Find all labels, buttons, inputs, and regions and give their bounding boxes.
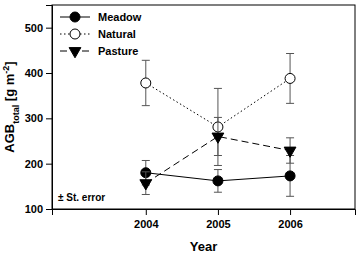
chart: 2004 2005 2006 100 200 300 400 500 Meadow Natural… <box>0 0 361 261</box>
y-title-sub: total <box>11 105 21 124</box>
y-tick-label: 100 <box>25 203 43 215</box>
legend-label: Meadow <box>98 11 142 23</box>
x-tick-label: 2004 <box>134 218 159 230</box>
annotation: ± St. error <box>58 192 105 203</box>
x-tick-mark <box>290 209 291 215</box>
y-tick: 200 <box>25 158 52 170</box>
legend-marker <box>69 48 81 58</box>
y-axis-line <box>46 6 53 210</box>
y-tick-mark <box>46 209 52 210</box>
y-title-sup: -2 <box>1 66 11 74</box>
y-tick-mark <box>46 118 52 119</box>
y-title-main: AGB <box>2 124 17 153</box>
x-tick: 2005 <box>206 209 230 230</box>
y-tick-label: 200 <box>25 158 43 170</box>
legend-entry: Natural <box>60 28 136 40</box>
legend-label: Pasture <box>98 45 138 57</box>
marker <box>285 171 295 181</box>
y-axis: 100 200 300 400 500 <box>25 6 53 216</box>
x-tick-label: 2006 <box>278 218 302 230</box>
y-tick: 500 <box>25 22 52 34</box>
x-tick-mark <box>218 209 219 215</box>
marker <box>140 180 152 190</box>
plot-frame <box>52 5 355 209</box>
y-title-unit: [g m <box>2 74 17 105</box>
plot: 2004 2005 2006 100 200 300 400 500 Meadow Natural… <box>25 5 356 230</box>
y-tick-mark <box>46 164 52 165</box>
x-axis-title: Year <box>190 239 217 254</box>
marker <box>141 78 151 88</box>
y-tick-label: 400 <box>25 67 43 79</box>
legend: Meadow Natural Pasture <box>60 11 142 58</box>
legend-label: Natural <box>98 28 136 40</box>
x-tick: 2004 <box>134 209 159 230</box>
marker <box>285 73 295 83</box>
y-tick: 100 <box>25 203 52 215</box>
error-bar <box>214 170 222 193</box>
error-bar <box>214 88 222 165</box>
x-tick: 2006 <box>278 209 302 230</box>
marker <box>212 133 224 143</box>
data-area <box>140 54 296 197</box>
y-tick: 400 <box>25 67 52 79</box>
x-tick-mark <box>146 209 147 215</box>
y-tick-label: 500 <box>25 22 43 34</box>
y-tick-mark <box>46 28 52 29</box>
x-axis-line <box>53 210 356 216</box>
legend-entry: Meadow <box>60 11 142 23</box>
y-title-close: ] <box>2 61 17 65</box>
error-bar <box>286 54 294 104</box>
legend-marker <box>70 29 80 39</box>
y-axis-title: AGBtotal [g m-2] <box>1 61 21 152</box>
legend-marker <box>70 12 80 22</box>
x-tick-label: 2005 <box>206 218 230 230</box>
legend-entry: Pasture <box>60 45 138 58</box>
x-axis: 2004 2005 2006 <box>53 209 356 230</box>
error-bar <box>142 60 150 105</box>
y-tick: 300 <box>25 112 52 124</box>
marker <box>284 147 296 157</box>
y-tick-mark <box>46 73 52 74</box>
marker <box>213 176 223 186</box>
y-tick-label: 300 <box>25 112 43 124</box>
